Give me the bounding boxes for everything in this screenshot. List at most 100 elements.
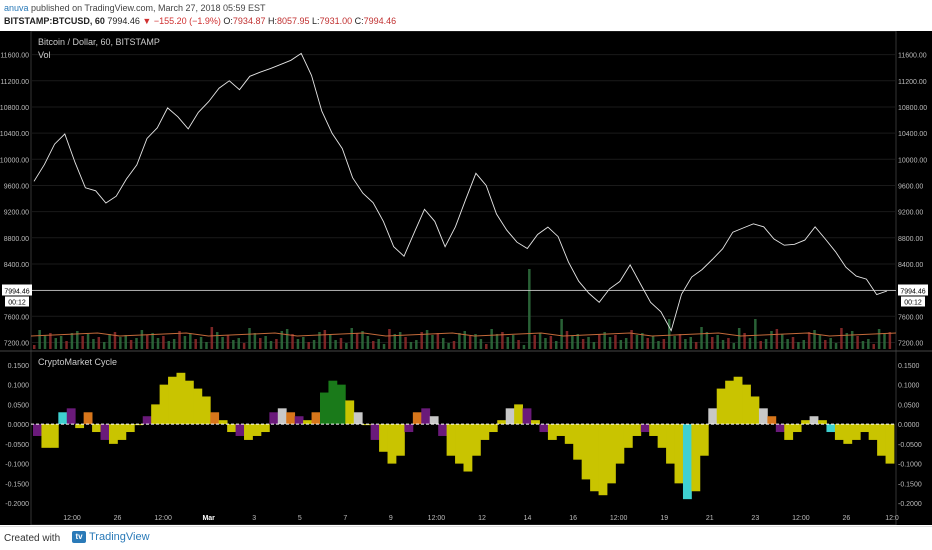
volume-bar bbox=[242, 343, 246, 349]
cycle-bar bbox=[488, 424, 498, 433]
volume-bar bbox=[291, 334, 294, 349]
cycle-bar bbox=[83, 412, 93, 425]
open-label: O: bbox=[223, 16, 233, 26]
cycle-bar bbox=[176, 372, 186, 425]
cycle-bar bbox=[252, 424, 262, 436]
volume-bar bbox=[296, 339, 300, 349]
chart-frame bbox=[30, 31, 897, 525]
footer: Created with tv TradingView bbox=[0, 526, 932, 550]
cycle-bar bbox=[201, 396, 211, 425]
volume-bar bbox=[587, 337, 590, 349]
tradingview-brand[interactable]: tv TradingView bbox=[72, 531, 150, 543]
volume-bar bbox=[517, 340, 520, 349]
indicator-tick-label: -0.1000 bbox=[898, 462, 922, 469]
cycle-bar bbox=[227, 424, 236, 433]
volume-bar bbox=[468, 336, 472, 349]
symbol-label[interactable]: BITSTAMP:BTCUSD, 60 bbox=[4, 16, 105, 26]
volume-bar bbox=[205, 342, 208, 349]
main-pane-title: Bitcoin / Dollar, 60, BITSTAMP bbox=[38, 37, 160, 47]
volume-bar bbox=[576, 334, 580, 349]
cycle-bar bbox=[421, 408, 431, 425]
volume-bar bbox=[850, 331, 854, 349]
chart-canvas[interactable]: 11600.00 11600.00 11200.00 11200.00 10800.00… bbox=[0, 31, 932, 525]
price-label-box bbox=[2, 284, 32, 296]
volume-bar bbox=[651, 336, 655, 349]
volume-bar bbox=[506, 337, 510, 349]
cycle-bar bbox=[573, 424, 583, 460]
published-text: published on TradingView.com, March 27, … bbox=[31, 3, 266, 13]
cycle-bar bbox=[877, 424, 886, 456]
cycle-bar bbox=[809, 416, 819, 425]
volume-bar bbox=[415, 340, 418, 349]
price-tick-label: 9200.00 bbox=[898, 210, 923, 217]
cycle-bar bbox=[801, 420, 810, 425]
cycle-bar bbox=[269, 412, 279, 425]
volume-bar bbox=[355, 333, 359, 349]
volume-bar bbox=[754, 319, 757, 349]
volume-bar bbox=[673, 336, 676, 349]
cycle-bar bbox=[142, 416, 152, 425]
time-tick-label: 9 bbox=[389, 515, 393, 522]
volume-bar bbox=[302, 337, 305, 349]
volume-bar bbox=[883, 334, 886, 349]
current-price-label: 7994.46 bbox=[900, 288, 925, 295]
volume-bar bbox=[404, 337, 407, 349]
cycle-bar bbox=[370, 424, 380, 440]
volume-bar bbox=[70, 333, 74, 349]
cycle-bar bbox=[49, 424, 59, 448]
time-tick-label: 23 bbox=[751, 515, 759, 522]
volume-bar bbox=[178, 331, 181, 349]
cycle-bar bbox=[404, 424, 414, 433]
cycle-bar bbox=[843, 424, 853, 444]
volume-bar bbox=[743, 333, 746, 349]
chart-area[interactable]: 11600.00 11600.00 11200.00 11200.00 10800.00… bbox=[0, 31, 932, 525]
author-link[interactable]: anuva bbox=[4, 3, 29, 13]
cycle-bar bbox=[716, 388, 726, 425]
volume-bar bbox=[264, 336, 267, 349]
volume-bar bbox=[511, 335, 515, 349]
time-tick-label: 5 bbox=[298, 515, 302, 522]
cycle-bar bbox=[691, 424, 701, 492]
price-tick-label: 10400.00 bbox=[0, 131, 29, 138]
volume-bar bbox=[441, 338, 445, 349]
volume-bar bbox=[657, 341, 660, 349]
volume-bar bbox=[350, 328, 353, 349]
volume-bar bbox=[339, 338, 343, 349]
volume-bar bbox=[538, 333, 542, 349]
time-axis[interactable]: 12:00 26 12:00 Mar 3 5 7 9 12:00 12 14 16 12:00 19 21 2… bbox=[63, 515, 899, 522]
cycle-bar bbox=[387, 424, 397, 464]
cycle-bar bbox=[471, 424, 481, 456]
volume-bar bbox=[646, 338, 649, 349]
volume-bar bbox=[334, 340, 337, 349]
volume-bar bbox=[845, 333, 849, 349]
volume-bar bbox=[479, 339, 483, 349]
cycle-bar bbox=[379, 424, 388, 452]
indicator-pane[interactable]: 0.1500 0.1500 0.1000 0.1000 0.0500 0.0500 0.00… bbox=[5, 363, 922, 508]
time-tick-label: 12:0 bbox=[885, 515, 899, 522]
cycle-bar bbox=[455, 424, 464, 464]
price-tick-label: 9200.00 bbox=[4, 210, 29, 217]
cycle-bar bbox=[480, 424, 490, 440]
price-label-box bbox=[898, 284, 928, 296]
volume-bar bbox=[323, 330, 327, 349]
cycle-bar bbox=[657, 424, 667, 448]
price-tick-label: 9600.00 bbox=[4, 183, 29, 190]
volume-bar bbox=[856, 336, 859, 349]
time-tick-label: 7 bbox=[343, 515, 347, 522]
volume-bar bbox=[452, 341, 456, 349]
main-pane[interactable]: 11600.00 11600.00 11200.00 11200.00 10800.00… bbox=[0, 53, 932, 352]
volume-bar bbox=[554, 341, 558, 349]
indicator-tick-label: 0.1000 bbox=[8, 383, 30, 390]
volume-bar bbox=[172, 339, 176, 349]
volume-bar bbox=[549, 336, 553, 349]
time-tick-label: 12 bbox=[478, 515, 486, 522]
cycle-bar bbox=[708, 408, 718, 425]
volume-bar bbox=[275, 339, 278, 349]
volume-bar bbox=[108, 334, 111, 349]
tradingview-brand-name[interactable]: TradingView bbox=[89, 531, 150, 543]
volume-bar bbox=[716, 335, 719, 349]
volume-bar bbox=[447, 343, 450, 349]
price-tick-label: 7600.00 bbox=[898, 314, 923, 321]
cycle-bar bbox=[244, 424, 253, 440]
volume-bar bbox=[721, 340, 725, 349]
